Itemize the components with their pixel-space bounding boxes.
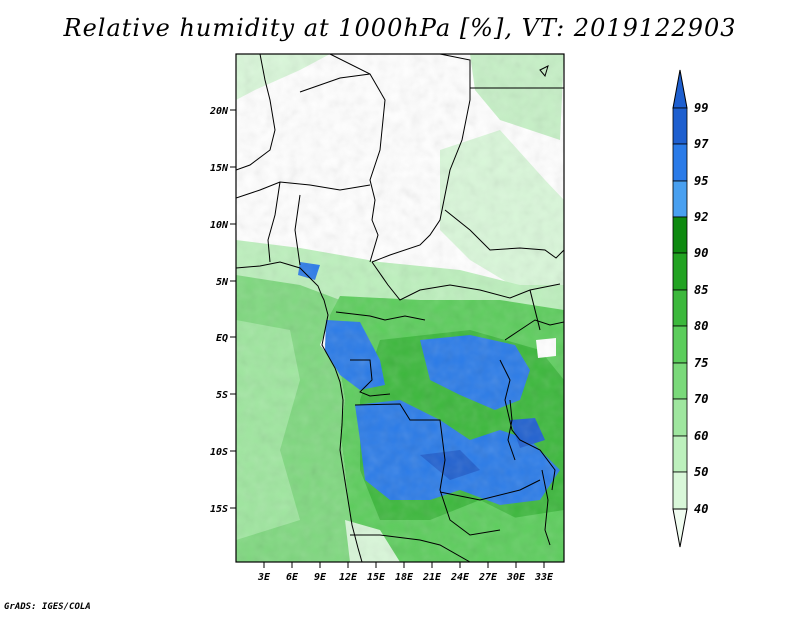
colorbar-segment-60-50 <box>672 435 688 473</box>
lon-label-33e: 33E <box>534 572 554 583</box>
colorbar-segment-95-92 <box>672 180 688 218</box>
colorbar-segment-70-60 <box>672 398 688 437</box>
lon-label-12e: 12E <box>339 572 358 583</box>
lat-label-15s: 15S <box>210 504 228 515</box>
colorbar-top-arrow <box>672 69 688 109</box>
map-title: Relative humidity at 1000hPa [%], VT: 20… <box>63 14 737 42</box>
humidity-field <box>236 54 564 562</box>
sinai-outline <box>539 65 549 78</box>
border-cameroon-gabon <box>335 311 426 321</box>
colorbar-segment-80-75 <box>672 325 688 364</box>
border-chad-sudan <box>444 209 564 259</box>
lat-label-5s: 5S <box>216 390 228 401</box>
border-togo-benin <box>294 194 301 266</box>
colorbar-segment-99-97 <box>672 107 688 145</box>
border-gabon-congo <box>350 359 391 397</box>
border-drc-tanzania <box>499 359 556 491</box>
west-coastline <box>236 261 363 562</box>
lake-tanganyika <box>507 399 516 461</box>
political-borders <box>236 54 564 562</box>
border-west-sahara <box>236 54 276 171</box>
border-mali-algeria <box>299 73 371 93</box>
border-ghana <box>267 181 281 263</box>
colorbar: 99 97 95 92 90 85 80 75 70 60 50 40 <box>672 69 709 548</box>
grads-credit: GrADS: IGES/COLA <box>4 602 91 612</box>
latitude-axis: 20N 15N 10N 5N EQ 5S 10S 15S <box>209 106 236 515</box>
border-angola-drc <box>354 403 501 536</box>
colorbar-segment-75-70 <box>672 362 688 400</box>
colorbar-segment-50-40 <box>672 471 688 510</box>
lon-label-21e: 21E <box>422 572 442 583</box>
border-chad-libya <box>371 54 471 263</box>
colorbar-segment-90-85 <box>672 252 688 291</box>
lat-label-5n: 5N <box>216 277 229 288</box>
lat-label-eq: EQ <box>216 333 228 344</box>
lon-label-27e: 27E <box>478 572 498 583</box>
colorbar-segment-97-95 <box>672 143 688 182</box>
colorbar-label-80: 80 <box>694 319 708 333</box>
colorbar-label-92: 92 <box>694 210 708 224</box>
colorbar-label-95: 95 <box>694 174 708 188</box>
border-niger-nigeria <box>329 54 386 263</box>
longitude-axis: 3E 6E 9E 12E 15E 18E 21E 24E 27E 30E 33E <box>257 562 554 583</box>
lon-label-18e: 18E <box>395 572 414 583</box>
colorbar-label-85: 85 <box>694 283 708 297</box>
border-car <box>371 261 561 301</box>
colorbar-label-75: 75 <box>694 356 708 370</box>
border-namibia <box>350 534 471 562</box>
lat-label-10n: 10N <box>210 220 229 231</box>
colorbar-label-40: 40 <box>694 502 708 516</box>
lon-label-30e: 30E <box>506 572 526 583</box>
field-texture <box>236 54 564 562</box>
border-uganda-kenya <box>504 319 564 341</box>
colorbar-label-90: 90 <box>694 246 708 260</box>
lon-label-15e: 15E <box>367 572 386 583</box>
lon-label-24e: 24E <box>450 572 470 583</box>
lat-label-20n: 20N <box>209 106 229 117</box>
map-frame <box>235 53 565 563</box>
colorbar-label-70: 70 <box>694 392 708 406</box>
colorbar-segment-85-80 <box>672 289 688 327</box>
lon-label-3e: 3E <box>257 572 271 583</box>
border-burkina <box>236 181 371 199</box>
colorbar-label-99: 99 <box>694 101 708 115</box>
colorbar-segment-92-90 <box>672 216 688 254</box>
lat-label-10s: 10S <box>210 447 228 458</box>
border-south-sudan <box>529 289 541 331</box>
lon-label-6e: 6E <box>286 572 299 583</box>
lat-label-15n: 15N <box>210 163 229 174</box>
border-zambia <box>439 479 541 501</box>
lon-label-9e: 9E <box>314 572 327 583</box>
colorbar-bottom-arrow <box>672 508 688 548</box>
lake-malawi <box>541 469 551 546</box>
colorbar-label-60: 60 <box>694 429 708 443</box>
colorbar-label-97: 97 <box>694 137 709 151</box>
colorbar-label-50: 50 <box>694 465 708 479</box>
